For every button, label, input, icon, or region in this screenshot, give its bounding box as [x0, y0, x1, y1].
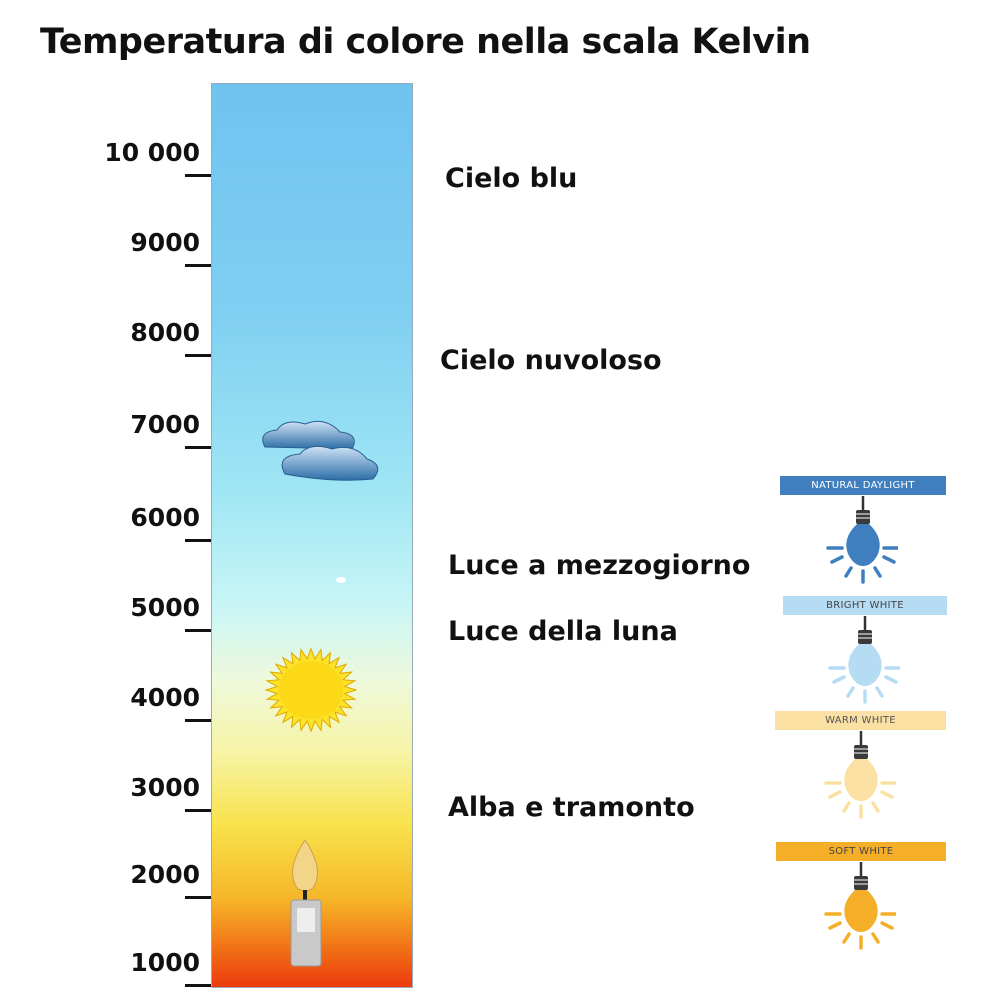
- label-cielo-nuvoloso: Cielo nuvoloso: [440, 345, 662, 376]
- tick-label: 2000: [130, 860, 200, 889]
- bulb-label: NATURAL DAYLIGHT: [780, 476, 946, 495]
- page-title: Temperatura di colore nella scala Kelvin: [40, 22, 811, 62]
- kelvin-gradient-bar: [211, 83, 413, 988]
- tick-mark: [185, 719, 211, 722]
- tick-label: 7000: [130, 410, 200, 439]
- tick-label: 4000: [130, 683, 200, 712]
- light-bulb-icon: [826, 496, 898, 584]
- tick-mark: [185, 264, 211, 267]
- tick-label: 8000: [130, 318, 200, 347]
- light-bulb-icon: [823, 731, 896, 819]
- tick-label: 10 000: [104, 138, 200, 167]
- candle-icon: [290, 839, 322, 967]
- tick-mark: [185, 354, 211, 357]
- bulb-label: BRIGHT WHITE: [783, 596, 947, 615]
- tick-label: 5000: [130, 593, 200, 622]
- light-bulb-icon: [824, 862, 896, 950]
- tick-mark: [185, 446, 211, 449]
- tick-label: 9000: [130, 228, 200, 257]
- tick-mark: [185, 896, 211, 899]
- tick-label: 3000: [130, 773, 200, 802]
- moon-dot: [336, 577, 346, 583]
- tick-mark: [185, 984, 211, 987]
- label-luce-luna: Luce della luna: [448, 616, 678, 647]
- label-alba-tramonto: Alba e tramonto: [448, 792, 695, 823]
- tick-label: 6000: [130, 503, 200, 532]
- tick-mark: [185, 629, 211, 632]
- tick-label: 1000: [130, 948, 200, 977]
- cloud-icon: [262, 420, 379, 481]
- label-cielo-blu: Cielo blu: [445, 163, 578, 194]
- tick-mark: [185, 809, 211, 812]
- tick-mark: [185, 174, 211, 177]
- bulb-label: SOFT WHITE: [776, 842, 946, 861]
- light-bulb-icon: [828, 616, 900, 704]
- tick-mark: [185, 539, 211, 542]
- sun-icon: [265, 648, 357, 732]
- bulb-label: WARM WHITE: [775, 711, 946, 730]
- label-luce-mezzogiorno: Luce a mezzogiorno: [448, 550, 751, 581]
